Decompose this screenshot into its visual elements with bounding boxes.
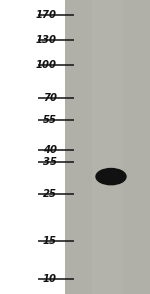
Text: 170: 170 [36,10,57,20]
Text: 25: 25 [43,188,57,198]
Text: 100: 100 [36,59,57,69]
Text: 40: 40 [43,145,57,155]
Text: 55: 55 [43,115,57,125]
Text: 70: 70 [43,93,57,103]
Text: 35: 35 [43,157,57,167]
Text: 15: 15 [43,236,57,246]
Ellipse shape [96,168,126,185]
Text: 10: 10 [43,274,57,284]
Bar [64,0,150,294]
Text: 130: 130 [36,35,57,45]
Bar [92,0,122,294]
